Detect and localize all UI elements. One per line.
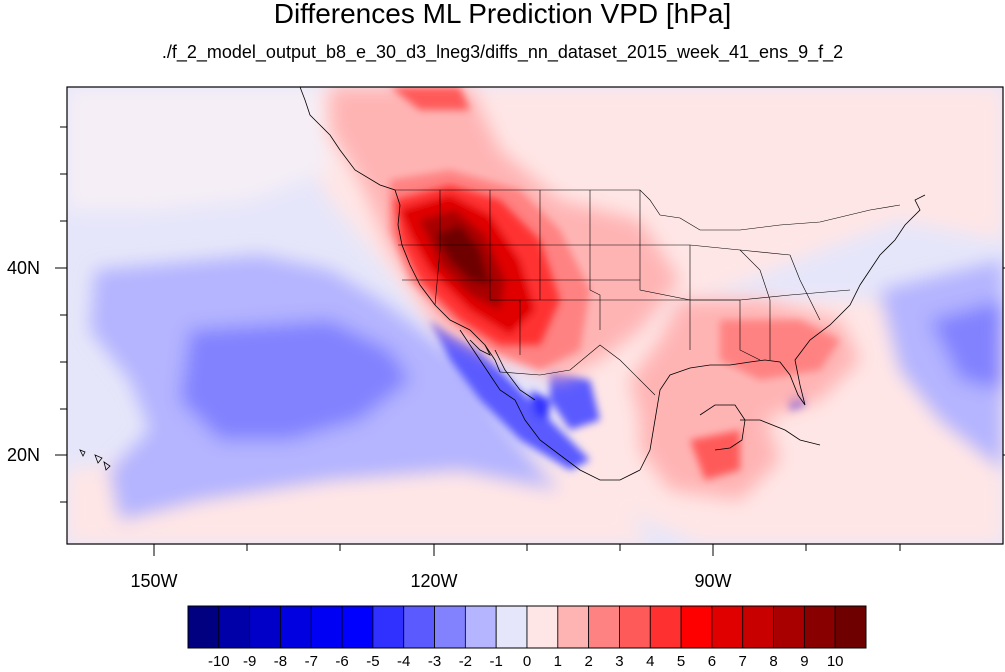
colorbar-tick-label: -7 <box>304 653 318 670</box>
colorbar-box <box>310 605 343 649</box>
region-red-north-strip <box>390 87 470 110</box>
colorbar-box <box>249 605 281 649</box>
colorbar-tick-label: 5 <box>676 653 686 670</box>
colorbar-tick-label: 0 <box>522 653 532 670</box>
colorbar-box <box>557 605 590 649</box>
colorbar-box <box>834 605 867 649</box>
colorbar-tick-label: -2 <box>458 653 473 670</box>
colorbar-tick-label: 8 <box>769 653 778 670</box>
tick-marks <box>55 126 1005 556</box>
colorbar-box <box>619 605 651 649</box>
colorbar-tick-label: 7 <box>738 653 747 670</box>
colorbar-tick-label: 6 <box>707 653 717 670</box>
field-layer <box>67 87 1003 544</box>
colorbar-tick-label: -10 <box>207 653 230 670</box>
colorbar-box <box>588 605 620 649</box>
region-pink-pacific-north <box>67 87 330 210</box>
region-blue-atlantic-core <box>930 300 1003 390</box>
colorbar-box <box>434 605 466 649</box>
coastlines <box>299 87 926 481</box>
colorbar-box <box>280 605 312 649</box>
colorbar-box <box>711 605 744 649</box>
colorbar-tick-label: -3 <box>427 653 442 670</box>
colorbar-tick-label: -8 <box>273 653 288 670</box>
colorbar-box <box>680 605 713 649</box>
colorbar-box <box>526 605 559 649</box>
colorbar-tick-label: -5 <box>366 653 380 670</box>
colorbar-box <box>341 605 374 649</box>
colorbar-tick-label: -6 <box>335 653 349 670</box>
colorbar-box <box>372 605 405 649</box>
colorbar-tick-label: -9 <box>242 653 257 670</box>
lon-label-120w: 120W <box>410 571 458 591</box>
region-red-core-4 <box>435 225 490 285</box>
lat-label-40n: 40N <box>6 258 40 278</box>
colorbar-box <box>649 605 682 649</box>
lon-label-150w: 150W <box>130 571 178 591</box>
region-blue-baja <box>430 320 590 470</box>
lat-label-20n: 20N <box>6 445 40 465</box>
region-red-yucatan <box>690 430 740 480</box>
colorbar-box <box>187 605 220 649</box>
colorbar-box <box>773 605 805 649</box>
colorbar-box <box>403 605 435 649</box>
state-borders <box>395 189 901 396</box>
map-subtitle: ./f_2_model_output_b8_e_30_d3_lneg3/diff… <box>161 42 844 62</box>
region-blue-pacific-core <box>180 320 410 440</box>
region-red-southeast-core <box>720 320 840 380</box>
colorbar-box <box>464 605 497 649</box>
colorbar-tick-label: 10 <box>826 653 844 670</box>
colorbar-box <box>803 605 836 649</box>
colorbar-box <box>495 605 528 649</box>
colorbar-box <box>742 605 774 649</box>
colorbar-tick-label: -1 <box>489 653 503 670</box>
colorbar-tick-label: 4 <box>646 653 655 670</box>
hawaii-islands <box>79 449 111 471</box>
colorbar-tick-label: 1 <box>553 653 562 670</box>
region-blue-mexico <box>550 370 600 430</box>
colorbar-tick-label: 9 <box>800 653 809 670</box>
colorbar-box <box>218 605 251 649</box>
lon-label-90w: 90W <box>694 571 732 591</box>
region-blue-gulfcal <box>530 390 550 420</box>
colorbar-tick-label: -4 <box>397 653 411 670</box>
colorbar-tick-label: 3 <box>615 653 624 670</box>
colorbar-tick-label: 2 <box>584 653 593 670</box>
map-title: Differences ML Prediction VPD [hPa] <box>273 0 732 29</box>
